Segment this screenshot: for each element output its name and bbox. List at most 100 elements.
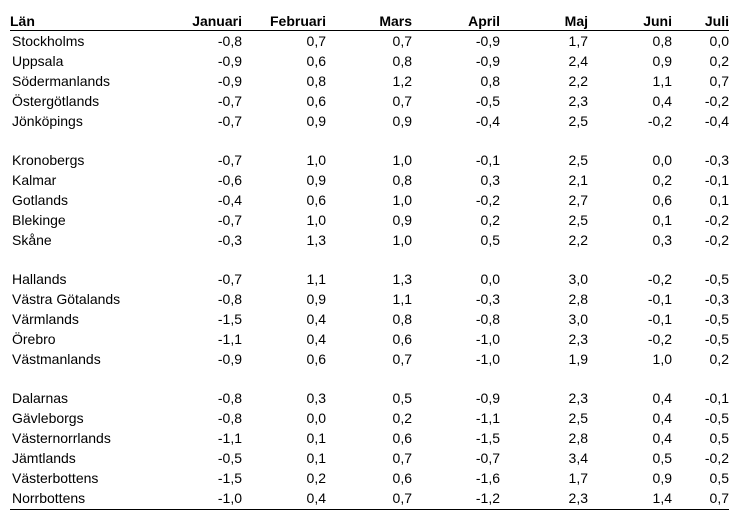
value-juli: 0,1	[709, 192, 729, 208]
county-name: Gävleborgs	[12, 410, 84, 426]
value-januari: -0,9	[217, 73, 242, 89]
header-maj: Maj	[500, 8, 588, 31]
bottom-rule	[10, 509, 729, 510]
county-name: Dalarnas	[12, 390, 69, 406]
value-maj: 2,1	[568, 172, 588, 188]
table-body: Stockholms -0,8 0,7 0,7 -0,9 1,7 0,8 0,0 Uppsala…	[10, 31, 729, 509]
value-januari: -0,7	[217, 113, 242, 129]
table-row: Jönköpings -0,7 0,9 0,9 -0,4 2,5 -0,2 -0,4	[10, 111, 729, 131]
value-juli: 0,0	[709, 33, 729, 49]
value-mars: 1,0	[392, 152, 412, 168]
value-juni: 0,4	[652, 93, 672, 109]
value-mars: 0,8	[392, 53, 412, 69]
value-juli: -0,4	[704, 113, 729, 129]
value-januari: -1,5	[217, 470, 242, 486]
table-row: Skåne -0,3 1,3 1,0 0,5 2,2 0,3 -0,2	[10, 230, 729, 250]
spacer-cell	[10, 369, 729, 388]
value-juni: 0,4	[652, 390, 672, 406]
value-januari: -0,7	[217, 93, 242, 109]
value-april: 0,5	[480, 232, 500, 248]
value-februari: 1,1	[306, 271, 326, 287]
value-februari: 0,6	[306, 351, 326, 367]
spacer-cell	[10, 250, 729, 269]
table-row: Kalmar -0,6 0,9 0,8 0,3 2,1 0,2 -0,1	[10, 170, 729, 190]
value-april: -0,9	[475, 33, 500, 49]
value-juni: 1,4	[652, 490, 672, 506]
value-februari: 0,2	[306, 470, 326, 486]
value-mars: 0,6	[392, 331, 412, 347]
value-mars: 0,9	[392, 113, 412, 129]
value-juni: 0,9	[652, 53, 672, 69]
value-mars: 0,7	[392, 93, 412, 109]
table-header-row: Län Januari Februari Mars April Maj Juni…	[10, 8, 729, 31]
county-name: Västra Götalands	[12, 291, 121, 307]
table-row: Västernorrlands -1,1 0,1 0,6 -1,5 2,8 0,4 0,5	[10, 428, 729, 448]
value-juni: 1,1	[652, 73, 672, 89]
value-mars: 1,2	[392, 73, 412, 89]
value-juni: -0,2	[647, 331, 672, 347]
county-name: Stockholms	[12, 33, 85, 49]
value-juli: 0,5	[709, 430, 729, 446]
value-maj: 2,8	[568, 430, 588, 446]
county-table-container: Län Januari Februari Mars April Maj Juni…	[10, 8, 729, 508]
value-juli: 0,7	[709, 73, 729, 89]
header-juni: Juni	[588, 8, 672, 31]
value-maj: 2,5	[568, 410, 588, 426]
value-maj: 2,3	[568, 490, 588, 506]
table-row: Norrbottens -1,0 0,4 0,7 -1,2 2,3 1,4 0,7	[10, 488, 729, 508]
value-maj: 2,3	[568, 331, 588, 347]
value-april: 0,8	[480, 73, 500, 89]
county-name: Östergötlands	[12, 93, 100, 109]
value-mars: 0,7	[392, 351, 412, 367]
value-april: -0,2	[475, 192, 500, 208]
value-februari: 0,9	[306, 291, 326, 307]
table-row: Östergötlands -0,7 0,6 0,7 -0,5 2,3 0,4 -0,2	[10, 91, 729, 111]
table-row: Örebro -1,1 0,4 0,6 -1,0 2,3 -0,2 -0,5	[10, 329, 729, 349]
value-januari: -0,7	[217, 271, 242, 287]
value-februari: 0,3	[306, 390, 326, 406]
value-mars: 0,7	[392, 450, 412, 466]
table-row: Hallands -0,7 1,1 1,3 0,0 3,0 -0,2 -0,5	[10, 269, 729, 289]
value-februari: 0,6	[306, 192, 326, 208]
spacer-cell	[10, 131, 729, 150]
value-mars: 0,8	[392, 172, 412, 188]
value-maj: 1,7	[568, 33, 588, 49]
header-mars: Mars	[326, 8, 412, 31]
value-januari: -0,9	[217, 351, 242, 367]
value-juli: -0,5	[704, 271, 729, 287]
table-row: Gotlands -0,4 0,6 1,0 -0,2 2,7 0,6 0,1	[10, 190, 729, 210]
county-name: Skåne	[12, 232, 52, 248]
value-juli: -0,2	[704, 212, 729, 228]
header-lan: Län	[10, 8, 158, 31]
value-juli: -0,5	[704, 410, 729, 426]
table-row: Blekinge -0,7 1,0 0,9 0,2 2,5 0,1 -0,2	[10, 210, 729, 230]
county-name: Gotlands	[12, 192, 69, 208]
county-name: Jämtlands	[12, 450, 76, 466]
value-juni: -0,2	[647, 271, 672, 287]
value-januari: -1,1	[217, 430, 242, 446]
value-maj: 2,4	[568, 53, 588, 69]
value-april: -0,9	[475, 53, 500, 69]
value-juli: -0,5	[704, 331, 729, 347]
value-mars: 1,0	[392, 192, 412, 208]
table-row: Uppsala -0,9 0,6 0,8 -0,9 2,4 0,9 0,2	[10, 51, 729, 71]
table-row: Västra Götalands -0,8 0,9 1,1 -0,3 2,8 -0,1 -0,…	[10, 289, 729, 309]
value-juni: 0,6	[652, 192, 672, 208]
value-maj: 2,7	[568, 192, 588, 208]
value-maj: 2,5	[568, 113, 588, 129]
value-juli: -0,3	[704, 291, 729, 307]
value-maj: 2,8	[568, 291, 588, 307]
value-april: 0,2	[480, 212, 500, 228]
value-februari: 0,6	[306, 93, 326, 109]
value-juli: 0,7	[709, 490, 729, 506]
value-februari: 0,4	[306, 311, 326, 327]
value-juni: 0,5	[652, 450, 672, 466]
value-januari: -1,5	[217, 311, 242, 327]
value-mars: 0,7	[392, 33, 412, 49]
value-juli: 0,2	[709, 53, 729, 69]
value-februari: 1,0	[306, 152, 326, 168]
value-mars: 1,0	[392, 232, 412, 248]
header-juli: Juli	[672, 8, 729, 31]
table-row: Värmlands -1,5 0,4 0,8 -0,8 3,0 -0,1 -0,5	[10, 309, 729, 329]
county-name: Västmanlands	[12, 351, 101, 367]
